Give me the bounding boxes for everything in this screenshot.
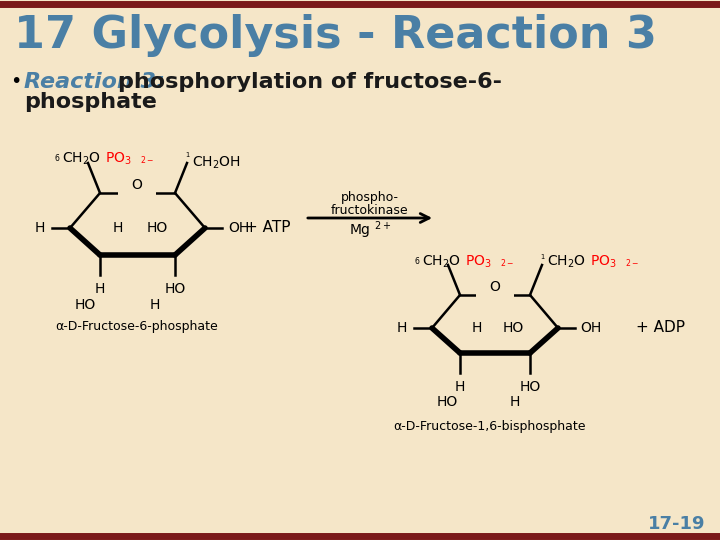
Text: H: H xyxy=(35,221,45,235)
Text: H: H xyxy=(397,321,407,335)
Text: H: H xyxy=(510,395,520,409)
Text: OH: OH xyxy=(228,221,249,235)
Text: HO: HO xyxy=(164,282,186,296)
Text: α-D-Fructose-1,6-bisphosphate: α-D-Fructose-1,6-bisphosphate xyxy=(394,420,586,433)
Text: •: • xyxy=(10,72,22,91)
Text: phospho-: phospho- xyxy=(341,192,399,205)
Text: HO: HO xyxy=(74,298,96,312)
Text: CH$_2$O: CH$_2$O xyxy=(62,151,101,167)
Text: H: H xyxy=(113,221,123,235)
Text: $^1$: $^1$ xyxy=(540,254,546,264)
Text: H: H xyxy=(472,321,482,335)
Text: H: H xyxy=(455,380,465,394)
Text: HO: HO xyxy=(503,321,523,335)
Text: HO: HO xyxy=(436,395,458,409)
Text: Reaction 3:: Reaction 3: xyxy=(24,72,165,92)
Text: $^{2-}$: $^{2-}$ xyxy=(500,259,514,269)
Text: O: O xyxy=(132,178,143,192)
Text: CH$_2$O: CH$_2$O xyxy=(547,254,586,270)
Text: CH$_2$OH: CH$_2$OH xyxy=(192,155,240,171)
Text: phosphorylation of fructose-6-: phosphorylation of fructose-6- xyxy=(118,72,502,92)
Text: $^1$: $^1$ xyxy=(185,152,191,162)
Text: PO$_3$: PO$_3$ xyxy=(465,254,492,270)
Text: O: O xyxy=(490,280,500,294)
Text: H: H xyxy=(150,298,160,312)
Text: fructokinase: fructokinase xyxy=(331,205,409,218)
Text: $^6$: $^6$ xyxy=(413,257,420,267)
Text: HO: HO xyxy=(519,380,541,394)
Text: + ATP: + ATP xyxy=(246,220,291,235)
Text: + ADP: + ADP xyxy=(636,321,685,335)
Text: phosphate: phosphate xyxy=(24,92,157,112)
Text: H: H xyxy=(95,282,105,296)
Text: PO$_3$: PO$_3$ xyxy=(590,254,617,270)
Text: OH: OH xyxy=(580,321,601,335)
Text: 17-19: 17-19 xyxy=(647,515,705,533)
Text: HO: HO xyxy=(146,221,168,235)
Text: Mg $^{2+}$: Mg $^{2+}$ xyxy=(348,219,391,241)
Text: $^6$: $^6$ xyxy=(53,154,60,164)
Text: $^{2-}$: $^{2-}$ xyxy=(140,156,154,166)
Text: PO$_3$: PO$_3$ xyxy=(105,151,132,167)
Text: α-D-Fructose-6-phosphate: α-D-Fructose-6-phosphate xyxy=(55,320,218,333)
Text: CH$_2$O: CH$_2$O xyxy=(422,254,461,270)
Text: 17 Glycolysis - Reaction 3: 17 Glycolysis - Reaction 3 xyxy=(14,14,657,57)
Text: $^{2-}$: $^{2-}$ xyxy=(625,259,639,269)
